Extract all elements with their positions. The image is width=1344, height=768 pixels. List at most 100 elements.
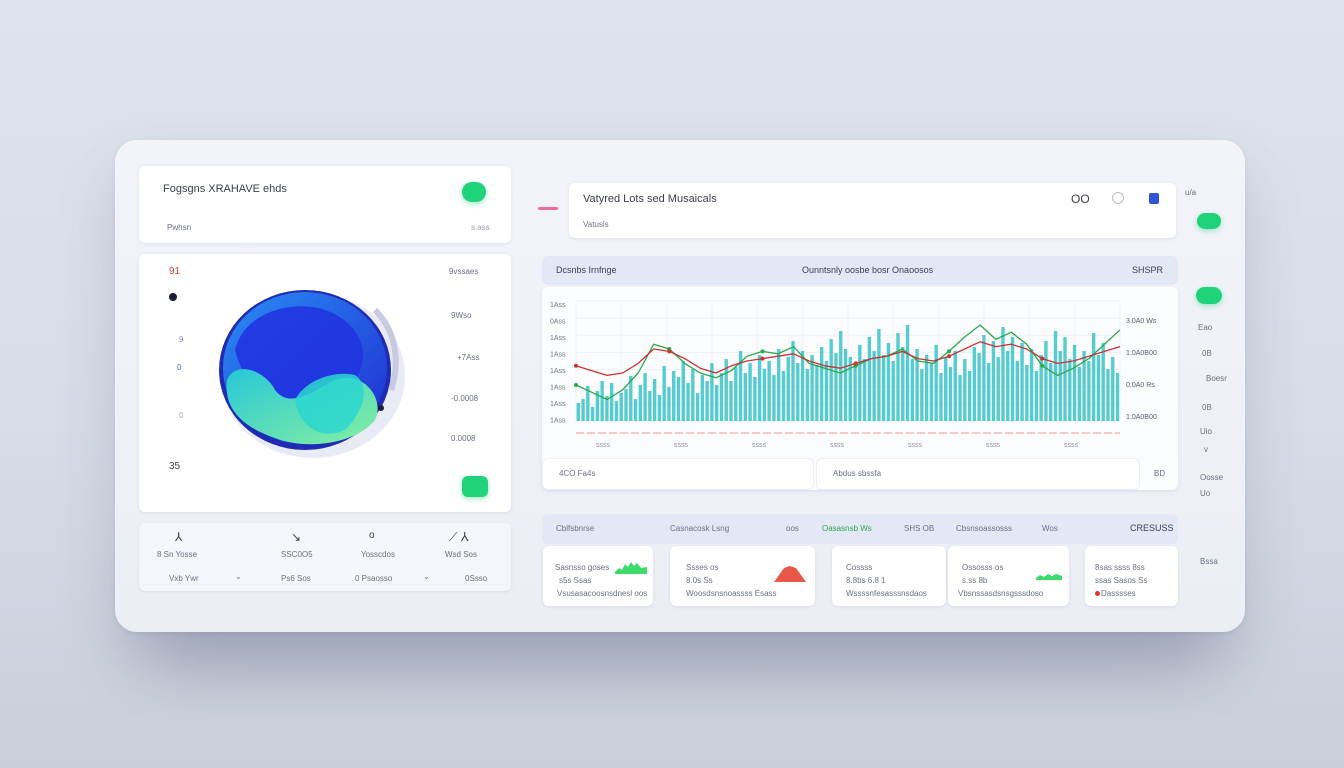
- chart-footer-left[interactable]: 4CO Fa4s: [542, 458, 814, 490]
- series-point: [760, 356, 765, 361]
- mini-card[interactable]: Ssses os 8.0s Ss Woosdsnsnoassss Esass: [670, 546, 815, 606]
- bar: [629, 376, 633, 421]
- bar: [1111, 357, 1115, 421]
- sparkline: [774, 566, 806, 582]
- y-tick-label: 1Ass: [550, 418, 566, 425]
- bottom-label-6[interactable]: Cbsnsoassosss: [956, 524, 1013, 533]
- bottom-label-8[interactable]: CRESUSS: [1130, 523, 1174, 533]
- rail-item[interactable]: Eao: [1198, 323, 1213, 332]
- bar: [1087, 361, 1091, 421]
- bar: [576, 403, 580, 421]
- chevron-down-icon[interactable]: ⌄: [235, 572, 242, 581]
- chart-toolbar-left[interactable]: Dcsnbs Irnfnge: [556, 265, 617, 275]
- stat-item-2[interactable]: ↘ SSC0O5 Ps6 Sos: [257, 531, 337, 585]
- bar: [800, 351, 805, 421]
- rail-item[interactable]: 0B: [1202, 403, 1212, 412]
- globe-tag-2: 0: [177, 363, 182, 372]
- bar: [986, 363, 991, 421]
- bar: [1025, 365, 1029, 421]
- bar: [915, 349, 919, 421]
- bar: [934, 345, 938, 421]
- summary-meta: s.ass: [471, 223, 490, 232]
- stat-item-4[interactable]: ⟋ ⅄ Wsd Sos 0Ssso: [439, 531, 505, 585]
- y-tick-label: 1Ass: [550, 302, 566, 309]
- status-toggle[interactable]: [462, 182, 486, 202]
- globe-value-1: 9Wso: [451, 311, 472, 320]
- bar: [862, 359, 867, 421]
- stat-item-3[interactable]: o Yosscdos 0 Psaosso: [349, 531, 429, 585]
- series-point: [853, 361, 858, 366]
- rail-item[interactable]: v: [1204, 445, 1208, 454]
- bar: [1034, 371, 1039, 421]
- bar: [657, 395, 662, 421]
- bottom-label-5[interactable]: SHS OB: [904, 524, 935, 533]
- mini-card-value: s5s Ssas: [559, 576, 592, 585]
- series-point: [1040, 363, 1045, 368]
- mini-card[interactable]: Sasnsso goses s5s Ssas Vsusasacoosnsdnes…: [543, 546, 653, 606]
- y-tick-label: 1Ass: [550, 385, 566, 392]
- chart-toolbar-right[interactable]: SHSPR: [1132, 265, 1164, 275]
- bottom-label-7[interactable]: Wos: [1042, 524, 1058, 533]
- search-icon[interactable]: [1112, 192, 1124, 204]
- x-tick-label: ssss: [674, 442, 689, 449]
- x-tick-label: ssss: [1064, 442, 1079, 449]
- mini-card[interactable]: Ossosss os s.ss 8b Vbsnssasdsnsgsssdoso: [948, 546, 1069, 606]
- chevron-down-icon[interactable]: ⌄: [423, 572, 430, 581]
- right-toggle-2[interactable]: [1196, 287, 1222, 304]
- right-toggle-1[interactable]: [1197, 213, 1221, 229]
- x-tick-label: ssss: [986, 442, 1001, 449]
- edit-button[interactable]: [462, 476, 488, 497]
- bar: [1001, 327, 1005, 421]
- bar: [1072, 345, 1077, 421]
- page-subtitle: Vatusls: [583, 220, 609, 229]
- stats-strip: ⅄ 8 Sn Yosse Vxb Ywr ↘ SSC0O5 Ps6 Sos o …: [139, 523, 511, 591]
- chart-footer-right-label: BD: [1154, 469, 1166, 478]
- bottom-label-4[interactable]: Oasasnsb Ws: [822, 524, 872, 533]
- bar: [610, 383, 614, 421]
- rail-item[interactable]: Uo: [1200, 489, 1211, 498]
- info-icon[interactable]: [1149, 193, 1159, 204]
- bar: [791, 341, 795, 421]
- bar: [886, 343, 891, 421]
- x-tick-label: ssss: [830, 442, 845, 449]
- bar: [910, 359, 915, 421]
- bar: [624, 389, 628, 421]
- bar: [829, 339, 833, 421]
- bar: [1106, 369, 1110, 421]
- mini-card[interactable]: 8sas ssss 8ss ssas Sasos Ss Dasssses: [1085, 546, 1178, 606]
- bar: [877, 329, 881, 421]
- bar: [815, 365, 819, 421]
- bar: [1096, 355, 1101, 421]
- chart-toolbar-mid[interactable]: Ounntsnly oosbe bosr Onaoosos: [802, 265, 934, 275]
- rail-item[interactable]: Bssa: [1200, 557, 1218, 566]
- bar: [691, 369, 695, 421]
- stat-item-1[interactable]: ⅄ 8 Sn Yosse Vxb Ywr: [153, 531, 223, 585]
- bottom-label-2[interactable]: Casnacosk Lsng: [670, 524, 730, 533]
- x-tick-label: ssss: [596, 442, 611, 449]
- mini-card[interactable]: Cossss 8.8bs 6.8 1 Wssssnfesasssnsdaos: [832, 546, 946, 606]
- sparkline: [1036, 574, 1062, 580]
- stat-label: 8 Sn Yosse: [157, 550, 198, 559]
- bar: [872, 351, 876, 421]
- globe-header-right: 9vssaes: [449, 267, 479, 276]
- bar: [676, 377, 681, 421]
- bar: [1044, 341, 1048, 421]
- rail-item[interactable]: Oosse: [1200, 473, 1224, 482]
- mini-card-title: 8sas ssss 8ss: [1095, 563, 1145, 572]
- rail-item[interactable]: 0B: [1202, 349, 1212, 358]
- bar: [1015, 361, 1019, 421]
- bar: [686, 383, 690, 421]
- bar: [824, 361, 829, 421]
- bar: [586, 386, 590, 421]
- bar: [781, 371, 786, 421]
- rail-item[interactable]: Boesr: [1206, 374, 1227, 383]
- bottom-label-3[interactable]: oos: [786, 524, 799, 533]
- rail-item[interactable]: Uio: [1200, 427, 1213, 436]
- mini-card-title: Ssses os: [686, 563, 719, 572]
- y-tick-label: 1Ass: [550, 352, 566, 359]
- stat-label: Wsd Sos: [445, 550, 478, 559]
- summary-subtitle: Pwhsn: [167, 223, 192, 232]
- chart-footer-mid[interactable]: Abdus sbssfa: [816, 458, 1140, 490]
- series-point: [574, 383, 578, 387]
- bottom-label-1[interactable]: Cblfsbnrse: [556, 524, 595, 533]
